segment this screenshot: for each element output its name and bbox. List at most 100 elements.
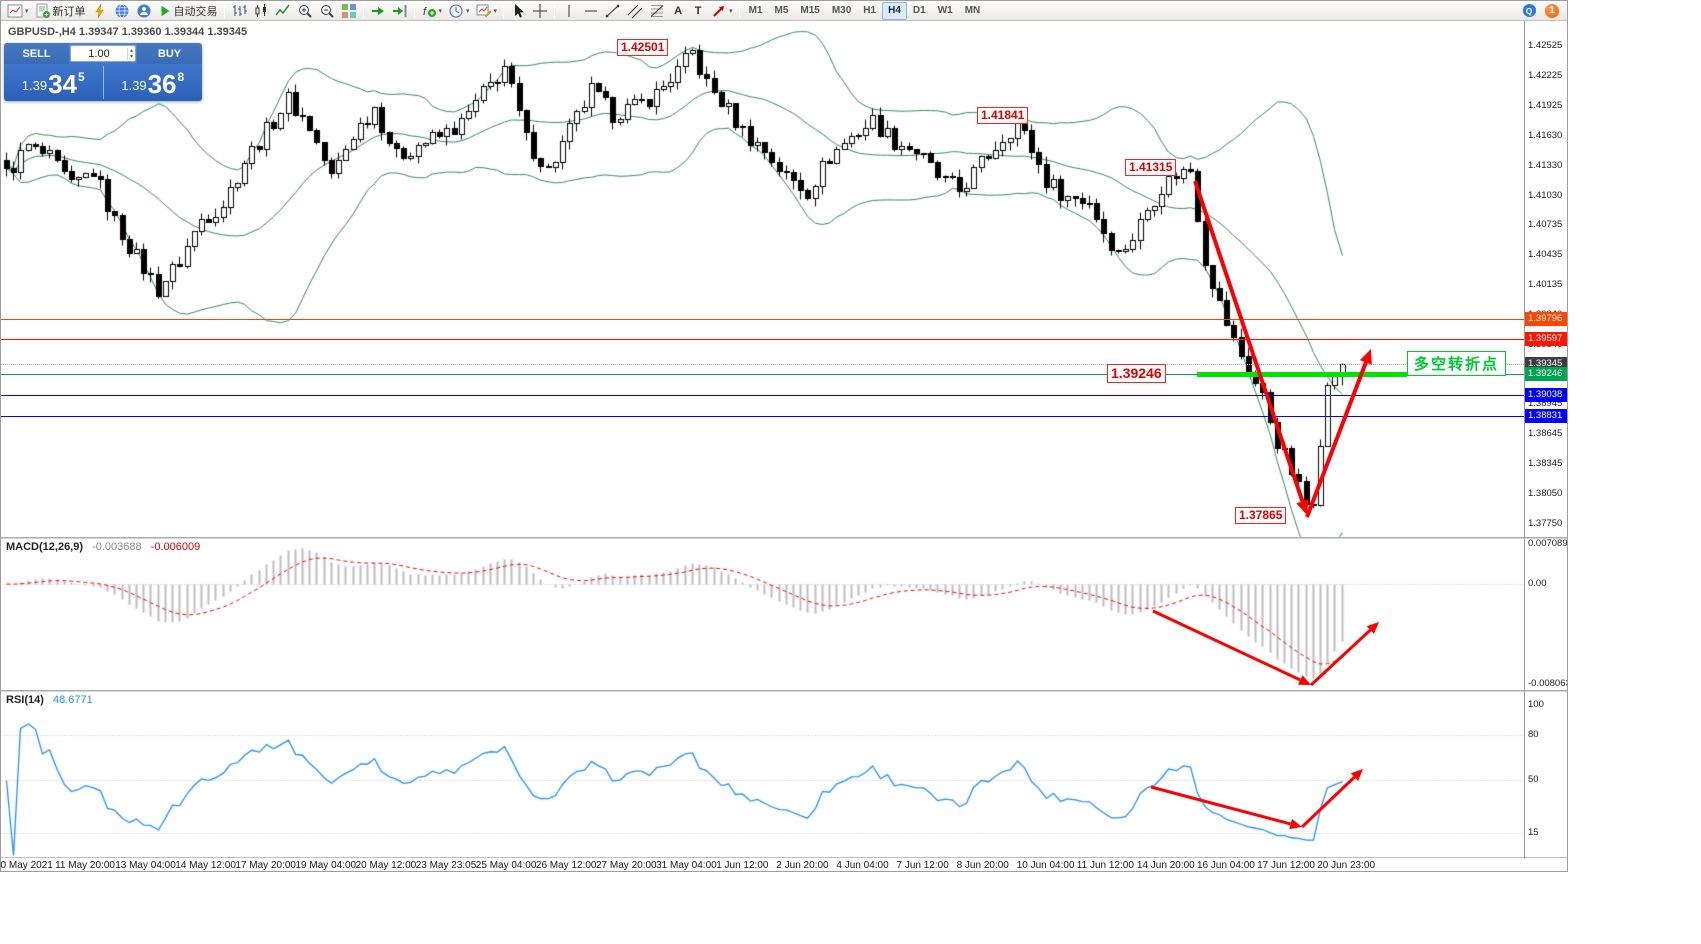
mql-icon: Q xyxy=(1522,3,1537,18)
price-axis-tick: 1.41630 xyxy=(1528,129,1563,141)
price-axis[interactable]: 1.42525 1.42225 1.41925 1.41630 1.41330 1.410… xyxy=(1525,21,1568,859)
sell-price[interactable]: 1.39 34 5 xyxy=(4,64,103,101)
time-axis-label: 10 May 2021 xyxy=(1,860,53,871)
time-axis-label: 20 May 12:00 xyxy=(355,860,417,871)
toolbar-separator xyxy=(413,3,415,18)
rsi-axis-label: 50 xyxy=(1528,774,1539,785)
rsi-header: RSI(14) 48.6771 xyxy=(6,694,93,706)
new-order-button[interactable]: 新订单 xyxy=(32,2,89,20)
toolbar-separator xyxy=(503,3,505,18)
trendline-button[interactable] xyxy=(602,2,624,20)
turning-point-note[interactable]: 多空转折点 xyxy=(1407,351,1507,376)
chart-shift-button[interactable] xyxy=(389,2,411,20)
notification-badge[interactable]: 1 xyxy=(1545,3,1559,18)
strategy-tester-button[interactable] xyxy=(89,2,111,20)
spinner-up-icon[interactable]: ▴ xyxy=(129,47,133,54)
rsi-axis-label: 80 xyxy=(1528,729,1539,740)
timeframe-button-d1[interactable]: D1 xyxy=(912,5,926,16)
thick-trend-segment[interactable] xyxy=(1197,372,1407,377)
text-button[interactable]: A xyxy=(668,2,688,20)
auto-scroll-button[interactable] xyxy=(367,2,389,20)
time-axis-label: 1 Jun 12:00 xyxy=(716,860,769,871)
cursor-button[interactable] xyxy=(507,2,529,20)
community-button[interactable] xyxy=(133,2,155,20)
price-tag: 1.39796 xyxy=(1525,312,1567,327)
price-callout[interactable]: 1.39246 xyxy=(1107,364,1166,383)
price-callout[interactable]: 1.42501 xyxy=(617,39,669,56)
auto-scroll-icon xyxy=(371,6,384,15)
price-callout[interactable]: 1.41315 xyxy=(1125,159,1177,176)
trade-panel-header: SELL 1.00 ▴ ▾ BUY xyxy=(4,43,202,64)
panel-splitter[interactable] xyxy=(1,537,1567,539)
macd-axis-label: 0.007089 xyxy=(1528,538,1568,549)
price-callout[interactable]: 1.41841 xyxy=(977,107,1029,124)
horizontal-line[interactable] xyxy=(1,395,1524,396)
horizontal-line[interactable] xyxy=(1,416,1524,417)
timeframe-button-m1[interactable]: M1 xyxy=(748,5,763,16)
template-icon xyxy=(476,4,491,17)
crosshair-button[interactable] xyxy=(529,2,551,20)
timeframe-button-mn[interactable]: MN xyxy=(964,5,981,16)
chevron-down-icon: ▾ xyxy=(493,7,498,15)
timeframe-button-w1[interactable]: W1 xyxy=(937,5,953,16)
text-label-button[interactable]: T xyxy=(688,2,708,20)
vertical-line-button[interactable] xyxy=(558,2,580,20)
horizontal-line[interactable] xyxy=(1,364,1524,365)
lot-value[interactable]: 1.00 xyxy=(88,47,110,60)
macd-axis-label: 0.00 xyxy=(1528,578,1547,589)
horizontal-line[interactable] xyxy=(1,339,1524,340)
web-terminal-button[interactable] xyxy=(111,2,133,20)
arrows-button[interactable]: ▾ xyxy=(708,2,736,20)
price-tag: 1.39038 xyxy=(1525,388,1567,403)
lot-spinner[interactable]: ▴ ▾ xyxy=(126,47,135,60)
chevron-down-icon: ▾ xyxy=(466,7,470,15)
toolbar-separator xyxy=(223,3,225,18)
chart-canvas[interactable] xyxy=(1,1,1567,871)
bars-button[interactable] xyxy=(228,2,250,20)
new-order-icon xyxy=(36,3,50,18)
sell-price-prefix: 1.39 xyxy=(21,78,48,93)
timeframe-button-m5[interactable]: M5 xyxy=(774,5,789,16)
price-axis-tick: 1.38945 xyxy=(1528,398,1563,410)
time-axis-label: 2 Jun 20:00 xyxy=(776,860,829,871)
timeframe-button-m15[interactable]: M15 xyxy=(800,5,820,16)
time-axis-label: 7 Jun 12:00 xyxy=(896,860,949,871)
indicators-button[interactable]: f ▾ xyxy=(418,2,446,20)
new-order-label: 新订单 xyxy=(52,5,86,18)
macd-name: MACD(12,26,9) xyxy=(6,541,84,553)
time-axis-label: 17 May 20:00 xyxy=(235,860,296,871)
line-chart-button[interactable] xyxy=(272,2,294,20)
time-axis-label: 26 May 12:00 xyxy=(535,860,597,871)
templates-button[interactable]: ▾ xyxy=(473,2,501,20)
new-chart-button[interactable]: ▾ xyxy=(4,2,32,20)
buy-price[interactable]: 1.39 36 8 xyxy=(104,64,203,101)
horizontal-line-button[interactable] xyxy=(580,2,602,20)
zoom-in-button[interactable] xyxy=(294,2,316,20)
rsi-name: RSI(14) xyxy=(6,694,44,706)
mql-community-button[interactable]: Q xyxy=(1519,2,1540,20)
timeframe-button-h1[interactable]: H1 xyxy=(863,5,877,16)
time-axis-label: 14 May 12:00 xyxy=(175,860,236,871)
periods-button[interactable]: ▾ xyxy=(445,2,473,20)
autotrading-button[interactable]: 自动交易 xyxy=(155,2,221,20)
horizontal-line[interactable] xyxy=(1,319,1524,320)
candles-button[interactable] xyxy=(250,2,272,20)
buy-button[interactable]: BUY xyxy=(137,43,202,64)
time-axis-label: 25 May 04:00 xyxy=(475,860,537,871)
tile-windows-button[interactable] xyxy=(338,2,360,20)
panel-splitter[interactable] xyxy=(1,690,1567,692)
sell-button[interactable]: SELL xyxy=(4,43,69,64)
price-axis-tick: 1.40435 xyxy=(1528,249,1563,261)
time-axis-label: 4 Jun 04:00 xyxy=(836,860,889,871)
lot-size-input[interactable]: 1.00 ▴ ▾ xyxy=(70,45,136,62)
spinner-down-icon[interactable]: ▾ xyxy=(129,53,133,60)
price-callout[interactable]: 1.37865 xyxy=(1235,507,1287,524)
fibonacci-button[interactable] xyxy=(646,2,668,20)
horizontal-line[interactable] xyxy=(1,374,1524,375)
price-axis-tick: 1.41330 xyxy=(1528,159,1563,171)
timeframe-button-m30[interactable]: M30 xyxy=(831,5,852,16)
timeframe-button-h4[interactable]: H4 xyxy=(882,1,907,20)
equidistant-channel-button[interactable] xyxy=(624,2,646,20)
zoom-out-button[interactable] xyxy=(316,2,338,20)
